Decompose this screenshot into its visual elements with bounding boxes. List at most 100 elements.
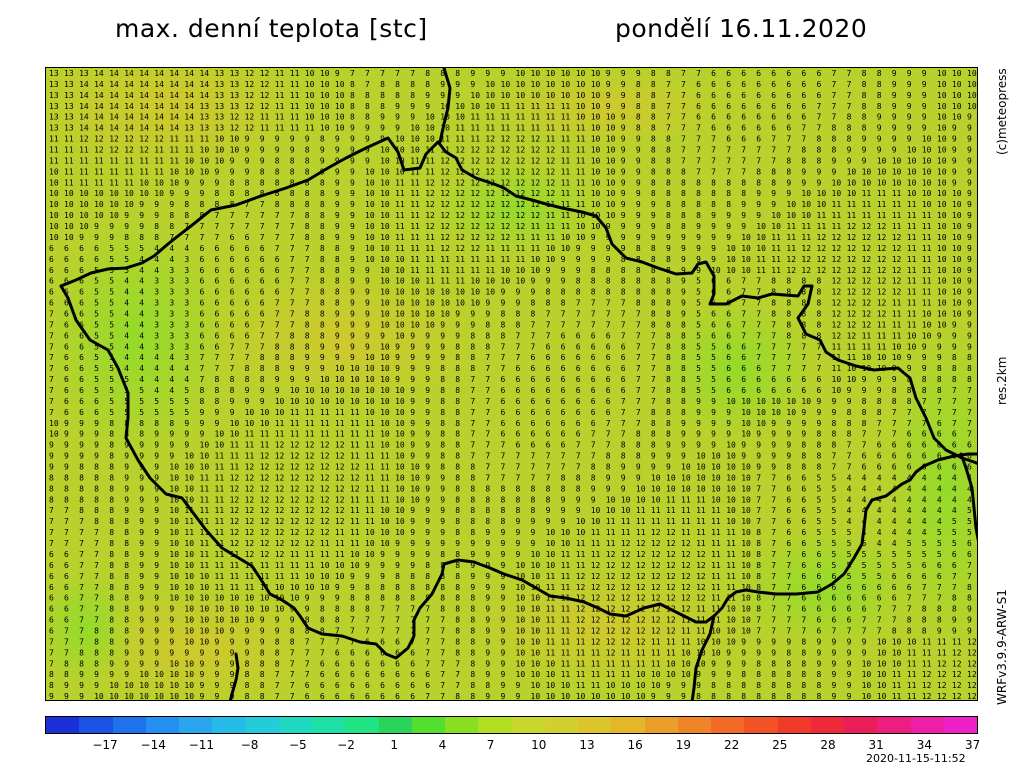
svg-text:9: 9 xyxy=(230,637,235,646)
svg-text:10: 10 xyxy=(365,167,375,176)
svg-text:11: 11 xyxy=(862,189,872,198)
svg-text:9: 9 xyxy=(470,550,475,559)
svg-text:8: 8 xyxy=(335,266,340,275)
svg-text:11: 11 xyxy=(907,670,917,679)
svg-text:8: 8 xyxy=(440,375,445,384)
svg-text:6: 6 xyxy=(892,572,897,581)
svg-text:9: 9 xyxy=(801,430,806,439)
svg-text:8: 8 xyxy=(832,441,837,450)
svg-text:7: 7 xyxy=(64,539,69,548)
svg-text:12: 12 xyxy=(139,135,149,144)
svg-text:10: 10 xyxy=(576,517,586,526)
svg-text:12: 12 xyxy=(651,561,661,570)
svg-text:8: 8 xyxy=(651,299,656,308)
svg-text:10: 10 xyxy=(877,178,887,187)
svg-text:8: 8 xyxy=(109,452,114,461)
svg-text:7: 7 xyxy=(666,124,671,133)
svg-text:11: 11 xyxy=(184,517,194,526)
svg-text:11: 11 xyxy=(410,266,420,275)
svg-text:11: 11 xyxy=(681,627,691,636)
svg-text:11: 11 xyxy=(877,200,887,209)
svg-text:9: 9 xyxy=(184,441,189,450)
svg-text:8: 8 xyxy=(651,80,656,89)
svg-text:9: 9 xyxy=(335,583,340,592)
svg-text:10: 10 xyxy=(546,91,556,100)
svg-text:7: 7 xyxy=(516,463,521,472)
svg-text:10: 10 xyxy=(531,659,541,668)
svg-text:10: 10 xyxy=(937,266,947,275)
svg-text:11: 11 xyxy=(350,452,360,461)
svg-text:9: 9 xyxy=(260,627,265,636)
svg-text:7: 7 xyxy=(756,342,761,351)
svg-text:9: 9 xyxy=(440,495,445,504)
svg-text:9: 9 xyxy=(726,211,731,220)
svg-text:10: 10 xyxy=(335,124,345,133)
svg-text:9: 9 xyxy=(847,386,852,395)
svg-text:10: 10 xyxy=(546,528,556,537)
svg-text:9: 9 xyxy=(395,364,400,373)
svg-text:6: 6 xyxy=(696,102,701,111)
svg-text:10: 10 xyxy=(215,156,225,165)
svg-text:6: 6 xyxy=(64,255,69,264)
svg-text:9: 9 xyxy=(365,310,370,319)
svg-text:10: 10 xyxy=(937,277,947,286)
svg-text:9: 9 xyxy=(154,561,159,570)
svg-text:9: 9 xyxy=(726,222,731,231)
svg-text:11: 11 xyxy=(711,517,721,526)
svg-text:7: 7 xyxy=(771,146,776,155)
svg-text:6: 6 xyxy=(801,594,806,603)
svg-text:4: 4 xyxy=(124,310,129,319)
svg-text:8: 8 xyxy=(801,637,806,646)
svg-text:10: 10 xyxy=(666,473,676,482)
svg-text:6: 6 xyxy=(726,124,731,133)
svg-text:10: 10 xyxy=(862,167,872,176)
svg-text:6: 6 xyxy=(245,255,250,264)
svg-text:11: 11 xyxy=(546,583,556,592)
svg-text:6: 6 xyxy=(786,517,791,526)
svg-text:6: 6 xyxy=(230,277,235,286)
svg-text:11: 11 xyxy=(470,266,480,275)
svg-text:3: 3 xyxy=(154,299,159,308)
svg-text:6: 6 xyxy=(64,320,69,329)
svg-text:10: 10 xyxy=(320,69,330,78)
svg-text:7: 7 xyxy=(591,430,596,439)
svg-text:6: 6 xyxy=(606,408,611,417)
border-north-segment xyxy=(438,68,452,144)
svg-text:9: 9 xyxy=(410,419,415,428)
svg-text:10: 10 xyxy=(531,80,541,89)
svg-text:12: 12 xyxy=(801,255,811,264)
svg-text:6: 6 xyxy=(786,386,791,395)
svg-text:4: 4 xyxy=(892,506,897,515)
svg-text:9: 9 xyxy=(350,135,355,144)
svg-text:9: 9 xyxy=(696,233,701,242)
svg-text:6: 6 xyxy=(817,605,822,614)
svg-text:10: 10 xyxy=(455,288,465,297)
svg-text:6: 6 xyxy=(801,495,806,504)
svg-text:7: 7 xyxy=(651,331,656,340)
svg-text:6: 6 xyxy=(801,528,806,537)
svg-text:9: 9 xyxy=(124,473,129,482)
svg-text:6: 6 xyxy=(200,299,205,308)
svg-text:8: 8 xyxy=(470,692,475,701)
svg-text:6: 6 xyxy=(862,452,867,461)
svg-text:9: 9 xyxy=(681,288,686,297)
svg-text:7: 7 xyxy=(425,627,430,636)
svg-text:6: 6 xyxy=(561,397,566,406)
svg-text:9: 9 xyxy=(365,135,370,144)
svg-text:14: 14 xyxy=(94,69,104,78)
svg-text:11: 11 xyxy=(561,605,571,614)
svg-text:6: 6 xyxy=(786,102,791,111)
svg-text:8: 8 xyxy=(455,419,460,428)
svg-text:4: 4 xyxy=(124,364,129,373)
svg-text:6: 6 xyxy=(79,255,84,264)
svg-text:12: 12 xyxy=(621,637,631,646)
svg-text:7: 7 xyxy=(49,331,54,340)
svg-text:10: 10 xyxy=(200,441,210,450)
svg-text:8: 8 xyxy=(576,288,581,297)
svg-text:7: 7 xyxy=(561,463,566,472)
svg-text:7: 7 xyxy=(546,320,551,329)
svg-text:7: 7 xyxy=(64,506,69,515)
svg-text:9: 9 xyxy=(455,320,460,329)
svg-text:10: 10 xyxy=(380,233,390,242)
svg-text:12: 12 xyxy=(320,441,330,450)
